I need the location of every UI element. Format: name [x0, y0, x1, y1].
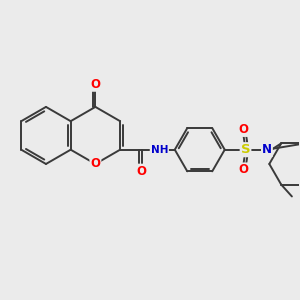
- Text: O: O: [90, 158, 100, 170]
- Text: O: O: [238, 123, 248, 136]
- Text: O: O: [136, 165, 146, 178]
- Text: N: N: [262, 143, 272, 156]
- Text: NH: NH: [151, 145, 168, 155]
- Text: S: S: [241, 143, 250, 156]
- Text: O: O: [90, 78, 100, 91]
- Text: O: O: [238, 164, 248, 176]
